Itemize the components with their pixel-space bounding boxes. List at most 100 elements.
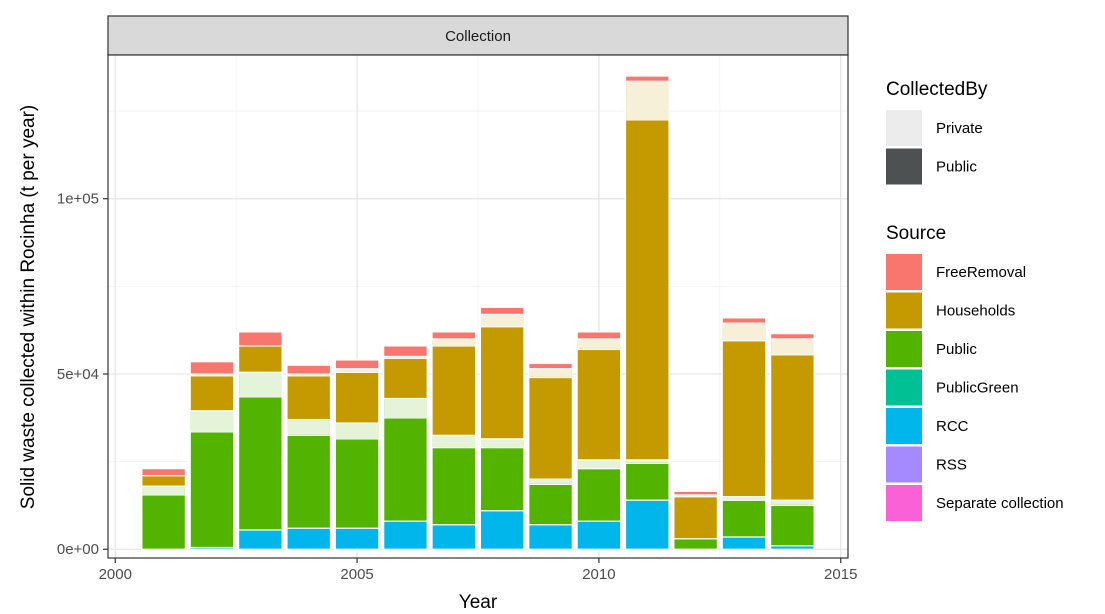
legend-key <box>886 292 922 329</box>
bar-segment <box>383 357 428 400</box>
bar-segment-private-overlay <box>190 374 234 376</box>
bar-segment <box>383 520 428 550</box>
legend-label: Households <box>936 303 1015 320</box>
bar-segment-private-overlay <box>384 357 427 358</box>
bar-segment <box>479 446 525 512</box>
bar-2010 <box>576 331 622 550</box>
bar-segment <box>141 494 186 550</box>
bar-segment <box>673 496 719 540</box>
bar-segment-private-overlay <box>287 420 330 435</box>
bar-2014 <box>770 333 815 550</box>
bar-segment-private-overlay <box>432 339 475 346</box>
legend-label: RSS <box>936 457 967 474</box>
bar-segment <box>189 375 235 412</box>
bar-segment-private-overlay <box>771 339 814 355</box>
bar-segment <box>286 434 332 529</box>
bar-segment <box>141 475 186 487</box>
bar-2004 <box>286 364 332 550</box>
bar-segment-private-overlay <box>335 423 379 439</box>
bar-segment <box>576 520 622 550</box>
legend-key <box>886 408 922 444</box>
bar-segment <box>624 119 670 461</box>
bar-segment-private-overlay <box>626 81 669 120</box>
x-tick-label: 2015 <box>824 566 857 583</box>
bar-segment <box>334 438 380 529</box>
bar-segment-private-overlay <box>287 374 330 376</box>
x-tick-label: 2010 <box>582 566 615 583</box>
bar-segment <box>673 490 719 496</box>
bar-segment <box>334 527 380 550</box>
bar-segment <box>576 468 622 522</box>
bar-2005 <box>334 359 380 550</box>
bar-segment <box>286 527 332 550</box>
legend-label: FreeRemoval <box>936 264 1026 281</box>
bar-segment <box>721 340 767 498</box>
bar-segment <box>237 331 283 347</box>
bar-segment <box>286 375 332 421</box>
bar-segment <box>431 524 477 550</box>
legend-key <box>886 331 922 367</box>
bar-segment <box>431 345 477 436</box>
bar-segment-private-overlay <box>432 435 475 447</box>
bar-segment-private-overlay <box>142 486 185 495</box>
bar-segment <box>770 504 815 547</box>
facet-strip <box>107 15 849 56</box>
bar-segment-private-overlay <box>577 460 621 469</box>
bar-segment <box>237 529 283 550</box>
bar-segment-private-overlay <box>529 369 572 377</box>
x-axis-title: Year <box>459 592 498 613</box>
legend-key <box>886 369 922 406</box>
bar-segment <box>673 538 719 550</box>
legend-key <box>886 254 922 290</box>
bar-segment <box>576 348 622 461</box>
bar-2003 <box>237 331 283 550</box>
bar-segment-private-overlay <box>626 460 669 463</box>
bar-2006 <box>383 345 428 550</box>
bar-segment <box>479 306 525 315</box>
bar-segment-private-overlay <box>384 399 427 418</box>
y-axis-title: Solid waste collected within Rocinha (t … <box>18 105 39 509</box>
bar-segment-private-overlay <box>481 439 524 447</box>
bar-segment <box>528 483 573 526</box>
bar-segment <box>189 431 235 549</box>
legend-label: Separate collection <box>936 495 1064 512</box>
bar-segment <box>624 462 670 501</box>
bar-segment <box>334 359 380 370</box>
legend-label: PublicGreen <box>936 380 1019 397</box>
bar-segment-private-overlay <box>335 369 379 372</box>
x-tick-label: 2000 <box>99 566 132 583</box>
y-tick-label: 0e+00 <box>57 541 99 558</box>
bar-segment <box>383 345 428 358</box>
legend-label: Private <box>936 120 983 137</box>
facet-strip-title: Collection <box>445 28 511 45</box>
bar-2002 <box>189 361 235 550</box>
legend-label: Public <box>936 341 977 358</box>
bar-segment-private-overlay <box>481 314 524 327</box>
bar-segment-private-overlay <box>722 497 766 500</box>
bar-2011 <box>624 75 670 550</box>
legend-label: Public <box>936 159 977 176</box>
bar-segment-private-overlay <box>674 495 717 497</box>
y-tick-label: 1e+05 <box>57 191 99 208</box>
legend-key <box>886 446 922 483</box>
y-axis: 0e+00 5e+04 1e+05 <box>57 191 108 558</box>
legend-key <box>886 110 922 146</box>
bar-segment-private-overlay <box>722 323 766 341</box>
bar-segment <box>624 499 670 550</box>
legend: CollectedBy Private Public Source FreeRemova… <box>886 79 1064 521</box>
bar-segment <box>479 510 525 550</box>
bar-segment-private-overlay <box>190 411 234 432</box>
bar-segment-private-overlay <box>239 372 282 397</box>
bar-segment <box>576 331 622 340</box>
bar-segment <box>431 331 477 340</box>
bar-segment <box>770 333 815 340</box>
y-tick-label: 5e+04 <box>57 366 99 383</box>
bar-segment <box>237 345 283 373</box>
bar-segment-private-overlay <box>771 500 814 505</box>
bars-layer <box>141 75 815 550</box>
legend-key <box>886 485 922 521</box>
bar-segment <box>721 536 767 550</box>
legend-label: RCC <box>936 418 969 435</box>
bar-2007 <box>431 331 477 550</box>
plot-panel-border <box>107 54 849 559</box>
